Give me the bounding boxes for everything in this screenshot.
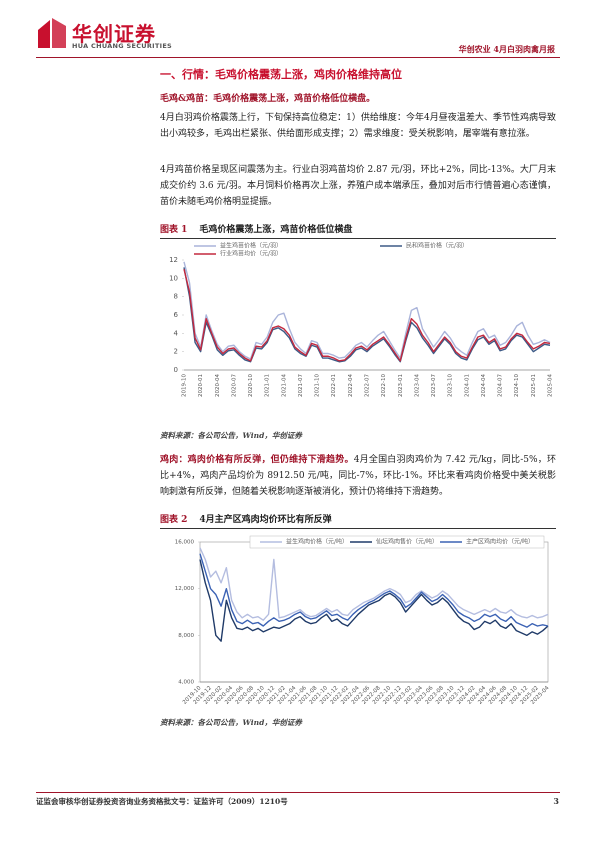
y-tick-label: 8 (174, 293, 178, 301)
subheading: 毛鸡&鸡苗：毛鸡价格震荡上涨，鸡苗价格低位横盘。 (160, 94, 376, 104)
x-tick-label: 2022-07 (365, 374, 371, 397)
footer-license: 证监会审核华创证券投资咨询业务资格批文号：证监许可（2009）1210号 (36, 797, 288, 806)
series-line (199, 559, 549, 642)
legend-label: 益生鸡肉价格（元/吨） (286, 538, 348, 546)
header-rule (36, 57, 560, 58)
y-tick-label: 4 (174, 329, 179, 337)
figure-title: 图表 2 4月主产区鸡肉均价环比有所反弹 (160, 512, 556, 529)
x-tick-label: 2025-04 (548, 374, 554, 397)
x-tick-label: 2021-04 (281, 374, 287, 397)
page-number: 3 (553, 796, 559, 806)
paragraph: 4月鸡苗价格呈现区间震荡为主。行业白羽鸡苗均价 2.87 元/羽，环比+2%，同… (160, 165, 556, 207)
logo-subtext: HUA CHUANG SECURITIES (72, 42, 173, 50)
paragraph: 鸡肉：鸡肉价格有所反弹，但仍维持下滑趋势。4月全国白羽肉鸡价为 7.42 元/k… (160, 452, 556, 500)
x-tick-label: 2023-04 (414, 374, 420, 397)
x-tick-label: 2024-07 (498, 374, 504, 397)
x-tick-label: 2024-10 (514, 374, 520, 397)
source: 资料来源：各公司公告，Wind，华创证券 (160, 718, 302, 727)
x-tick-label: 2020-01 (198, 374, 204, 397)
logo-icon (38, 18, 66, 48)
logo-text: 华创证券 (72, 22, 156, 46)
x-tick-label: 2023-10 (448, 374, 454, 397)
y-tick-label: 0 (174, 366, 178, 374)
legend-label: 主产区鸡肉均价（元/吨） (466, 538, 534, 546)
x-tick-label: 2023-01 (398, 374, 404, 397)
x-tick-label: 2022-04 (348, 374, 354, 397)
series-line (183, 269, 551, 362)
paragraph-text: 4月全国白羽肉鸡价为 7.42 元/kg，同比-5%，环比+4%，鸡肉产品均价为… (160, 455, 556, 497)
legend-label: 行业鸡苗均价（元/羽） (220, 250, 282, 258)
y-tick-label: 12 (169, 256, 178, 264)
y-tick-label: 4,000 (178, 680, 194, 686)
legend-label: 民和鸡苗价格（元/羽） (406, 242, 468, 250)
x-tick-label: 2021-10 (315, 374, 321, 397)
x-tick-label: 2020-07 (231, 374, 237, 397)
y-tick-label: 2 (174, 348, 178, 356)
legend-label: 益生鸡苗价格（元/羽） (220, 242, 282, 250)
chart: 0 2 4 6 8 10 12 2019-10 2020-01 2020-04 2020-07 202… (169, 242, 554, 397)
y-tick-label: 6 (174, 311, 179, 319)
section-title: 一、行情：毛鸡价格震荡上涨，鸡肉价格维持高位 (160, 68, 402, 81)
paragraph-lead: 鸡肉：鸡肉价格有所反弹，但仍维持下滑趋势。 (160, 455, 354, 465)
x-tick-label: 2025-01 (531, 374, 537, 397)
series-line (183, 267, 551, 363)
y-tick-label: 8,000 (178, 633, 194, 639)
paragraph: 4月白羽鸡价格震荡上行，下旬保持高位稳定：1）供给维度：今年4月昼夜温差大、季节… (160, 113, 556, 139)
plot-frame (199, 541, 549, 683)
x-tick-label: 2019-10 (182, 374, 188, 397)
series-line (199, 553, 549, 628)
figure-caption: 4月主产区鸡肉均价环比有所反弹 (199, 515, 332, 525)
x-tick-label: 2024-04 (481, 374, 487, 397)
x-tick-label: 2022-10 (381, 374, 387, 397)
x-tick-label: 2021-07 (298, 374, 304, 397)
series-line (199, 547, 549, 621)
figure-label: 图表 1 (160, 225, 188, 235)
y-tick-label: 12,000 (175, 586, 195, 592)
x-tick-label: 2023-07 (431, 374, 437, 397)
y-tick-label: 10 (169, 274, 178, 282)
legend-label: 仙坛鸡肉售价（元/吨） (376, 538, 438, 546)
chart: 4,0008,00012,00016,0002019-102019-122020… (175, 535, 551, 706)
figure-title: 图表 1 毛鸡价格震荡上涨，鸡苗价格低位横盘 (160, 222, 556, 239)
series-line (183, 261, 551, 360)
figure-caption: 毛鸡价格震荡上涨，鸡苗价格低位横盘 (199, 225, 353, 235)
x-tick-label: 2020-10 (248, 374, 254, 397)
figure-label: 图表 2 (160, 515, 188, 525)
x-tick-label: 2021-01 (265, 374, 271, 397)
x-tick-label: 2022-01 (331, 374, 337, 397)
footer-rule (36, 792, 560, 793)
x-tick-label: 2020-04 (215, 374, 221, 397)
report-name: 华创农业 4月白羽肉禽月报 (458, 44, 555, 54)
source: 资料来源：各公司公告，Wind，华创证券 (160, 431, 302, 440)
legend-frame (249, 535, 545, 549)
y-tick-label: 16,000 (175, 540, 195, 546)
x-tick-label: 2024-01 (464, 374, 470, 397)
